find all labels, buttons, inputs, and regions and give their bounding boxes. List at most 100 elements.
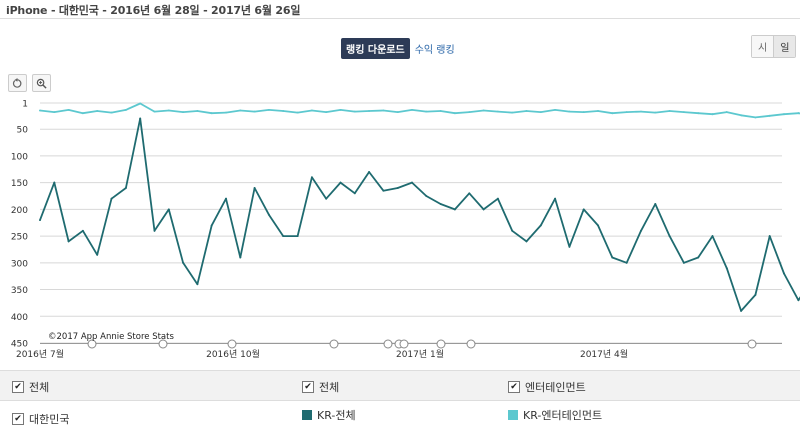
line-segment [368,109,385,112]
line-segment [539,197,556,227]
data-point [253,187,256,189]
event-marker[interactable] [227,339,237,349]
data-point [711,235,714,238]
line-segment [239,109,256,113]
metric-tabs: 랭킹 다운로드 수익 랭킹 [341,38,455,59]
legend-country[interactable]: ✔ 대한민국 [12,411,69,427]
event-marker[interactable] [158,339,168,349]
data-point [740,114,742,117]
line-segment [382,109,399,113]
data-point [425,110,428,113]
line-segment [597,224,614,259]
line-segment [225,197,242,259]
title-divider [0,18,800,19]
data-point [368,171,370,173]
x-tick-label: 2017년 4월 [580,348,628,360]
line-segment [453,192,471,211]
page-title: iPhone - 대한민국 - 2016년 6월 28일 - 2017년 6월 … [6,4,301,17]
data-point [253,110,256,113]
line-segment [640,203,657,232]
data-point [783,272,785,275]
data-point [296,111,299,114]
line-segment [683,256,700,264]
line-segment [139,117,156,232]
data-point [697,112,700,115]
data-point [468,192,471,195]
line-segment [296,176,313,238]
line-segment [768,235,785,275]
series-swatch [302,410,312,420]
toggle-day[interactable]: 일 [773,36,796,57]
line-segment [153,208,170,232]
line-segment [67,229,84,243]
x-tick-label: 2017년 1월 [396,348,444,360]
line-segment [182,110,199,113]
legend-label: 엔터테인먼트 [525,381,586,394]
data-point [339,109,342,111]
legend-category-all[interactable]: ✔ 전체 [302,379,339,395]
data-point [640,229,642,232]
legend-series-kr-all[interactable]: KR-전체 [302,407,356,423]
line-segment [783,272,800,302]
data-point [539,224,542,227]
line-segment [353,171,371,195]
data-point [611,256,614,259]
line-segment [611,256,628,264]
event-marker[interactable] [87,339,97,349]
line-segment [711,235,728,270]
legend-series-kr-entertainment[interactable]: KR-엔터테인먼트 [508,407,602,423]
line-segment [496,110,514,114]
y-tick-label: 350 [11,286,28,296]
line-segment [668,235,685,264]
line-segment [210,111,227,115]
tab-download-ranking[interactable]: 랭킹 다운로드 [341,38,410,59]
line-segment [182,261,199,286]
data-point [582,208,585,211]
data-point [740,310,742,312]
data-point [210,112,213,115]
checkbox-icon[interactable]: ✔ [302,381,314,393]
data-point [382,189,385,192]
series-kr-entertainment [39,102,800,119]
reset-zoom-button[interactable] [8,74,27,92]
data-point [239,109,242,112]
line-segment [125,117,142,189]
legend-device-all[interactable]: ✔ 전체 [12,379,49,395]
line-segment [82,229,99,256]
checkbox-icon[interactable]: ✔ [508,381,520,393]
line-segment [496,197,514,232]
data-point [167,109,170,112]
data-point [325,111,328,113]
line-segment [511,229,528,243]
legend-label: 전체 [29,381,50,394]
line-segment [568,208,585,248]
legend-category-entertainment[interactable]: ✔ 엔터테인먼트 [508,379,586,395]
zoom-button[interactable] [32,74,51,92]
event-marker[interactable] [383,339,393,349]
data-point [268,213,270,216]
toggle-hour[interactable]: 시 [752,36,774,57]
data-point [668,110,671,112]
event-marker[interactable] [436,339,446,349]
line-segment [554,197,571,248]
tab-revenue-ranking[interactable]: 수익 랭킹 [414,45,455,56]
data-point [554,109,556,111]
line-segment [39,109,56,113]
event-marker[interactable] [747,339,757,349]
event-marker[interactable] [399,339,409,349]
line-segment [754,114,771,119]
line-segment [725,267,742,312]
line-segment [296,109,313,114]
data-point [783,113,785,116]
y-tick-label: 450 [11,340,28,350]
line-segment [53,109,70,113]
event-marker[interactable] [329,339,339,349]
data-point [525,240,528,243]
event-marker[interactable] [466,339,476,349]
data-point [640,110,642,113]
line-segment [725,111,742,117]
checkbox-icon[interactable]: ✔ [12,381,24,393]
checkbox-icon[interactable]: ✔ [12,413,24,425]
y-tick-label: 300 [11,259,28,269]
